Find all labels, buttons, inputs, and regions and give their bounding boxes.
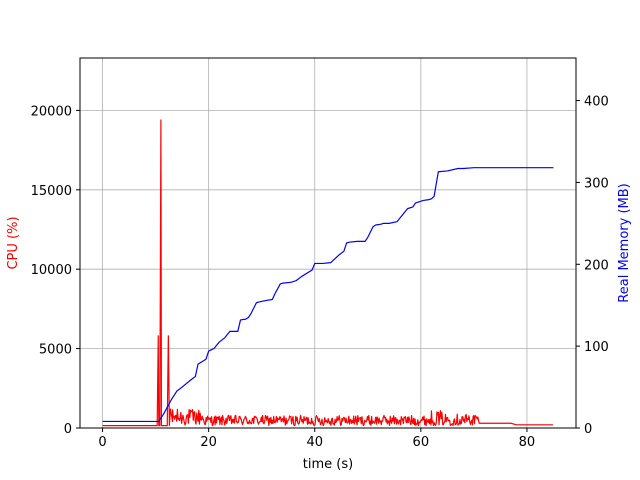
x-axis-label: time (s) (303, 457, 353, 472)
y-left-tick-label: 15000 (31, 184, 72, 199)
memory-series (102, 167, 554, 423)
y-right-tick-label: 0 (584, 422, 592, 437)
memory-line (102, 167, 554, 423)
plot-frame (79, 57, 577, 429)
y-left-tick-label: 5000 (39, 343, 72, 358)
y-axis-left-label: CPU (%) (6, 216, 21, 269)
x-tick-label: 20 (200, 435, 217, 450)
x-tick-label: 40 (306, 435, 323, 450)
y-right-tick-label: 400 (584, 95, 609, 110)
plot-area (80, 58, 576, 428)
y-axis-right: 0 100 200 300 400 (576, 95, 609, 437)
y-right-tick-label: 300 (584, 176, 609, 191)
y-axis-right-label: Real Memory (MB) (617, 183, 632, 302)
y-axis-left: 0 5000 10000 15000 20000 (31, 104, 80, 437)
x-tick-label: 0 (98, 435, 106, 450)
y-left-tick-label: 20000 (31, 104, 72, 119)
x-axis: 0 20 40 60 80 (98, 428, 535, 450)
y-right-tick-label: 100 (584, 340, 609, 355)
cpu-series (102, 119, 553, 427)
x-tick-label: 60 (413, 435, 430, 450)
y-left-tick-label: 0 (64, 422, 72, 437)
y-right-tick-label: 200 (584, 258, 609, 273)
cpu-line (102, 119, 553, 427)
x-tick-label: 80 (519, 435, 536, 450)
y-left-tick-label: 10000 (31, 263, 72, 278)
